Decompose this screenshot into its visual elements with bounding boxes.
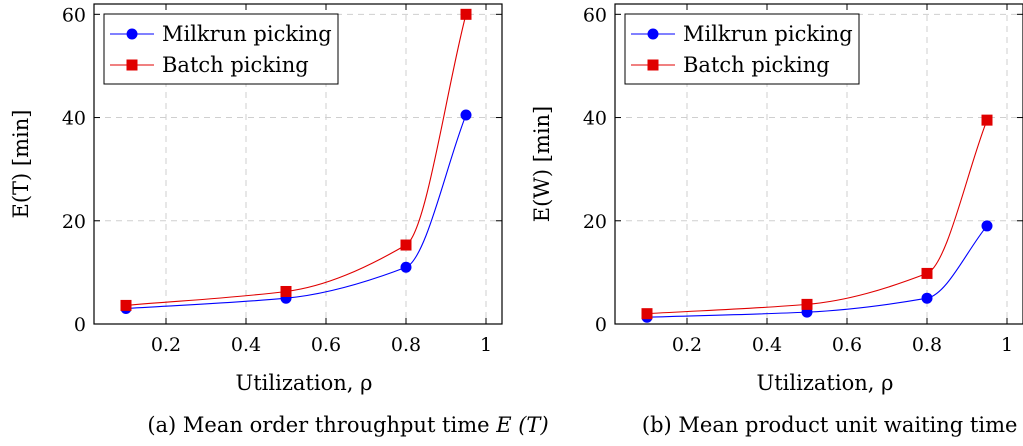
data-point-square xyxy=(280,285,292,297)
x-tick-label: 0.6 xyxy=(832,334,862,356)
series-line-square xyxy=(125,14,467,306)
caption-text: (b) Mean product unit waiting time xyxy=(642,413,1023,437)
y-axis-label: E(W) [min] xyxy=(530,106,554,223)
x-tick-label: 0.8 xyxy=(912,334,942,356)
series-line-circle xyxy=(646,225,988,318)
x-tick-label: 1 xyxy=(480,334,492,356)
figure-caption: (a) Mean order throughput time E (T) xyxy=(147,413,548,437)
legend-marker-circle xyxy=(647,28,659,40)
data-point-circle xyxy=(460,109,472,121)
series-line-square xyxy=(646,119,988,315)
data-point-square xyxy=(641,308,653,320)
legend-label: Milkrun picking xyxy=(683,22,853,46)
x-axis-label: Utilization, ρ xyxy=(236,371,373,395)
chart-panel-b: 0.2 0.4 0.6 0.8 1 0 20 40 60 Milkrun picking Batch… xyxy=(530,3,1023,437)
x-tick-label: 0.2 xyxy=(151,334,181,356)
x-tick-label: 0.8 xyxy=(391,334,421,356)
data-point-square xyxy=(921,267,933,279)
caption-math: E (T) xyxy=(495,413,548,437)
caption-text: (a) Mean order throughput time xyxy=(147,413,496,437)
plot-frame xyxy=(614,3,1023,325)
legend-marker-square xyxy=(647,59,659,71)
x-axis-label: Utilization, ρ xyxy=(757,371,894,395)
plot-frame xyxy=(93,3,503,325)
data-point-square xyxy=(460,8,472,20)
data-point-circle xyxy=(400,261,412,273)
legend-label: Batch picking xyxy=(162,53,309,77)
legend: Milkrun picking Batch picking xyxy=(624,13,860,85)
data-point-circle xyxy=(981,220,993,232)
y-tick-label: 20 xyxy=(583,211,607,233)
y-tick-label: 60 xyxy=(583,4,607,26)
x-tick-label: 0.4 xyxy=(231,334,261,356)
legend-marker-square xyxy=(126,59,138,71)
legend-box xyxy=(103,13,339,85)
chart-panel-a: 0.2 0.4 0.6 0.8 1 0 20 40 60 Milkrun picking Batch… xyxy=(9,3,549,437)
series-line-circle xyxy=(125,114,467,310)
y-tick-label: 0 xyxy=(595,314,607,336)
legend-box xyxy=(624,13,860,85)
y-tick-label: 40 xyxy=(62,108,86,130)
legend-label: Milkrun picking xyxy=(162,22,332,46)
x-tick-label: 0.4 xyxy=(752,334,782,356)
legend: Milkrun picking Batch picking xyxy=(103,13,339,85)
y-tick-label: 60 xyxy=(62,4,86,26)
data-point-square xyxy=(400,239,412,251)
y-tick-label: 20 xyxy=(62,211,86,233)
legend-marker-circle xyxy=(126,28,138,40)
data-point-square xyxy=(981,114,993,126)
figure-caption: (b) Mean product unit waiting time E (W) xyxy=(642,413,1023,437)
x-tick-label: 1 xyxy=(1001,334,1013,356)
x-tick-label: 0.6 xyxy=(311,334,341,356)
y-axis-label: E(T) [min] xyxy=(9,110,33,219)
y-tick-label: 0 xyxy=(74,314,86,336)
data-point-square xyxy=(801,298,813,310)
data-point-square xyxy=(120,299,132,311)
y-tick-label: 40 xyxy=(583,108,607,130)
data-point-circle xyxy=(921,292,933,304)
x-tick-label: 0.2 xyxy=(672,334,702,356)
legend-label: Batch picking xyxy=(683,53,830,77)
